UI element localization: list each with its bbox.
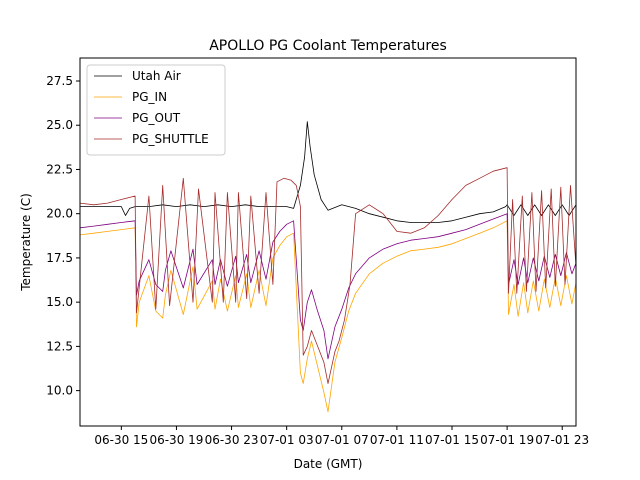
series-line-utah-air	[80, 121, 577, 223]
y-tick-label: 27.5	[46, 74, 73, 88]
legend-label-utah-air: Utah Air	[132, 69, 181, 83]
series-line-pg-out	[79, 213, 577, 360]
x-tick-label: 07-01 19	[480, 433, 534, 447]
legend-box	[86, 64, 226, 156]
x-tick-label: 07-01 11	[370, 433, 424, 447]
y-tick-label: 15.0	[46, 295, 73, 309]
y-tick-label: 20.0	[46, 207, 73, 221]
y-tick-label: 10.0	[46, 384, 73, 398]
series-line-pg-in	[79, 220, 577, 413]
y-axis: 10.0 12.5 15.0 17.5 20.0 22.5 25.0 27.5	[46, 74, 80, 398]
x-tick-label: 06-30 23	[205, 433, 259, 447]
y-tick-label: 22.5	[46, 162, 73, 176]
x-axis: 06-30 15 06-30 19 06-30 23 07-01 03 07-01 07…	[94, 426, 589, 447]
x-axis-label: Date (GMT)	[294, 457, 363, 471]
x-tick-label: 07-01 23	[535, 433, 589, 447]
x-tick-label: 06-30 19	[149, 433, 203, 447]
series-line-pg-shuttle	[79, 167, 577, 384]
x-tick-label: 07-01 03	[260, 433, 314, 447]
y-tick-label: 25.0	[46, 118, 73, 132]
axes-frame	[79, 57, 577, 427]
y-tick-label: 12.5	[46, 339, 73, 353]
x-tick-label: 07-01 07	[315, 433, 369, 447]
legend: Utah Air PG_IN PG_OUT PG_SHUTTLE	[86, 64, 226, 156]
chart-title: APOLLO PG Coolant Temperatures	[209, 38, 447, 54]
legend-label-pg-out: PG_OUT	[132, 111, 181, 125]
x-tick-label: 06-30 15	[94, 433, 148, 447]
y-axis-label: Temperature (C)	[19, 193, 33, 292]
legend-label-pg-in: PG_IN	[132, 90, 167, 104]
y-tick-label: 17.5	[46, 251, 73, 265]
plot-area	[79, 121, 577, 413]
x-tick-label: 07-01 15	[425, 433, 479, 447]
legend-label-pg-shuttle: PG_SHUTTLE	[132, 132, 209, 146]
